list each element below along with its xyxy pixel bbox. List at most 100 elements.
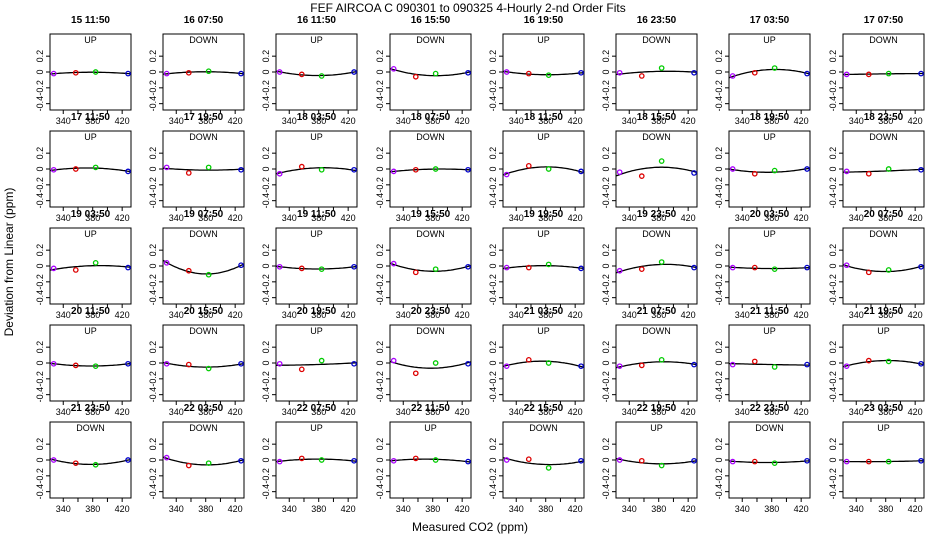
data-point <box>318 457 325 463</box>
y-tick-label: -0.2 <box>828 177 838 193</box>
x-tick-label: 340 <box>849 310 864 320</box>
y-tick-label: 0 <box>375 263 385 268</box>
fit-curve <box>389 168 472 173</box>
y-tick-label: 0 <box>488 360 498 365</box>
y-tick-label: 0.2 <box>828 147 838 160</box>
x-tick-label: 420 <box>794 213 809 223</box>
y-tick-label: 0.2 <box>714 438 724 451</box>
fit-curve <box>389 262 472 272</box>
data-point <box>205 164 212 171</box>
data-point <box>465 263 471 270</box>
y-tick-label: -0.4 <box>35 387 45 403</box>
y-tick-label: -0.2 <box>828 371 838 387</box>
data-point <box>885 267 892 273</box>
y-tick-label: -0.4 <box>601 290 611 306</box>
y-tick-label: 0.2 <box>601 244 611 257</box>
panel-frame <box>842 421 925 499</box>
x-tick-label: 340 <box>509 116 524 126</box>
panel-label: 19 19:50 <box>524 209 564 220</box>
x-tick-label: 380 <box>311 407 326 417</box>
data-point <box>163 454 170 461</box>
data-point <box>885 70 892 77</box>
fit-curve <box>842 359 925 368</box>
data-point <box>751 264 758 271</box>
x-tick-label: 340 <box>735 213 750 223</box>
data-point <box>185 69 192 76</box>
panel: 19 23:50 DOWN 340 380 420 0.2 0 -0.2-0.4 <box>601 209 698 320</box>
data-point <box>185 462 192 469</box>
x-tick-label: 380 <box>425 213 440 223</box>
y-tick-label: -0.4 <box>488 96 498 112</box>
data-point <box>318 73 325 79</box>
y-tick-label: -0.2 <box>601 80 611 96</box>
fit-curve <box>276 362 358 366</box>
data-point <box>298 71 305 78</box>
panel-label: 21 03:50 <box>524 306 564 317</box>
x-tick-label: 420 <box>681 504 696 514</box>
data-point <box>298 265 305 272</box>
y-tick-label: 0 <box>375 69 385 74</box>
data-point <box>771 460 778 467</box>
panel-direction: DOWN <box>529 423 558 433</box>
panel-label: 20 15:50 <box>184 306 224 317</box>
x-tick-label: 420 <box>794 504 809 514</box>
panel: 17 07:50 DOWN 340 380 420 0.2 0 -0.2-0.4 <box>828 15 925 126</box>
y-tick-label: -0.2 <box>601 468 611 484</box>
y-tick-label: 0 <box>488 457 498 462</box>
y-tick-label: 0.2 <box>714 341 724 354</box>
x-tick-label: 380 <box>85 213 100 223</box>
panel-frame <box>49 421 132 499</box>
data-point <box>918 457 924 464</box>
data-point <box>804 264 810 271</box>
x-tick-label: 380 <box>764 213 779 223</box>
panel-direction: DOWN <box>416 132 445 142</box>
x-tick-label: 340 <box>622 116 637 126</box>
y-tick-label: 0 <box>35 69 45 74</box>
x-tick-label: 420 <box>115 310 130 320</box>
x-tick-label: 340 <box>56 213 71 223</box>
y-tick-label: 0.2 <box>601 341 611 354</box>
data-point <box>125 360 131 367</box>
x-tick-label: 340 <box>849 213 864 223</box>
x-tick-label: 420 <box>115 213 130 223</box>
data-point <box>638 266 645 273</box>
data-point <box>638 173 645 179</box>
y-tick-label: -0.2 <box>148 274 158 290</box>
y-tick-label: 0.2 <box>148 244 158 257</box>
panel-direction: UP <box>310 423 323 433</box>
panel-label: 22 11:50 <box>411 403 450 414</box>
x-tick-label: 420 <box>115 407 130 417</box>
data-point <box>545 360 552 366</box>
panel-frame <box>502 33 585 111</box>
x-tick-label: 420 <box>681 116 696 126</box>
data-point <box>125 168 131 175</box>
y-tick-label: -0.2 <box>35 371 45 387</box>
y-tick-label: -0.4 <box>261 387 271 403</box>
panel-label: 19 23:50 <box>637 209 677 220</box>
panel: 16 19:50 UP 340 380 420 0.2 0 -0.2-0.4 <box>488 15 585 126</box>
fit-curve <box>49 167 132 173</box>
fit-curve <box>389 458 472 463</box>
data-point <box>125 70 131 77</box>
y-tick-label: 0 <box>148 166 158 171</box>
y-tick-label: 0.2 <box>601 147 611 160</box>
x-tick-label: 340 <box>282 116 297 126</box>
data-point <box>616 267 623 274</box>
fit-curve <box>275 70 358 77</box>
x-tick-label: 380 <box>85 504 100 514</box>
panel: 21 07:50 DOWN 340 380 420 0.2 0 -0.2-0.4 <box>601 306 698 417</box>
data-point <box>771 65 778 71</box>
panel-label: 20 19:50 <box>297 306 337 317</box>
x-tick-label: 380 <box>85 310 100 320</box>
y-tick-label: 0.2 <box>488 341 498 354</box>
data-point <box>616 69 623 76</box>
data-point <box>92 69 99 75</box>
data-point <box>351 457 357 464</box>
data-point <box>276 263 283 270</box>
y-tick-label: -0.4 <box>148 290 158 306</box>
data-point <box>885 166 892 172</box>
y-tick-label: 0 <box>35 263 45 268</box>
panel: 20 03:50 UP 340 380 420 0.2 0 -0.2-0.4 <box>714 209 811 320</box>
y-tick-label: -0.4 <box>35 96 45 112</box>
y-tick-label: 0.2 <box>148 147 158 160</box>
